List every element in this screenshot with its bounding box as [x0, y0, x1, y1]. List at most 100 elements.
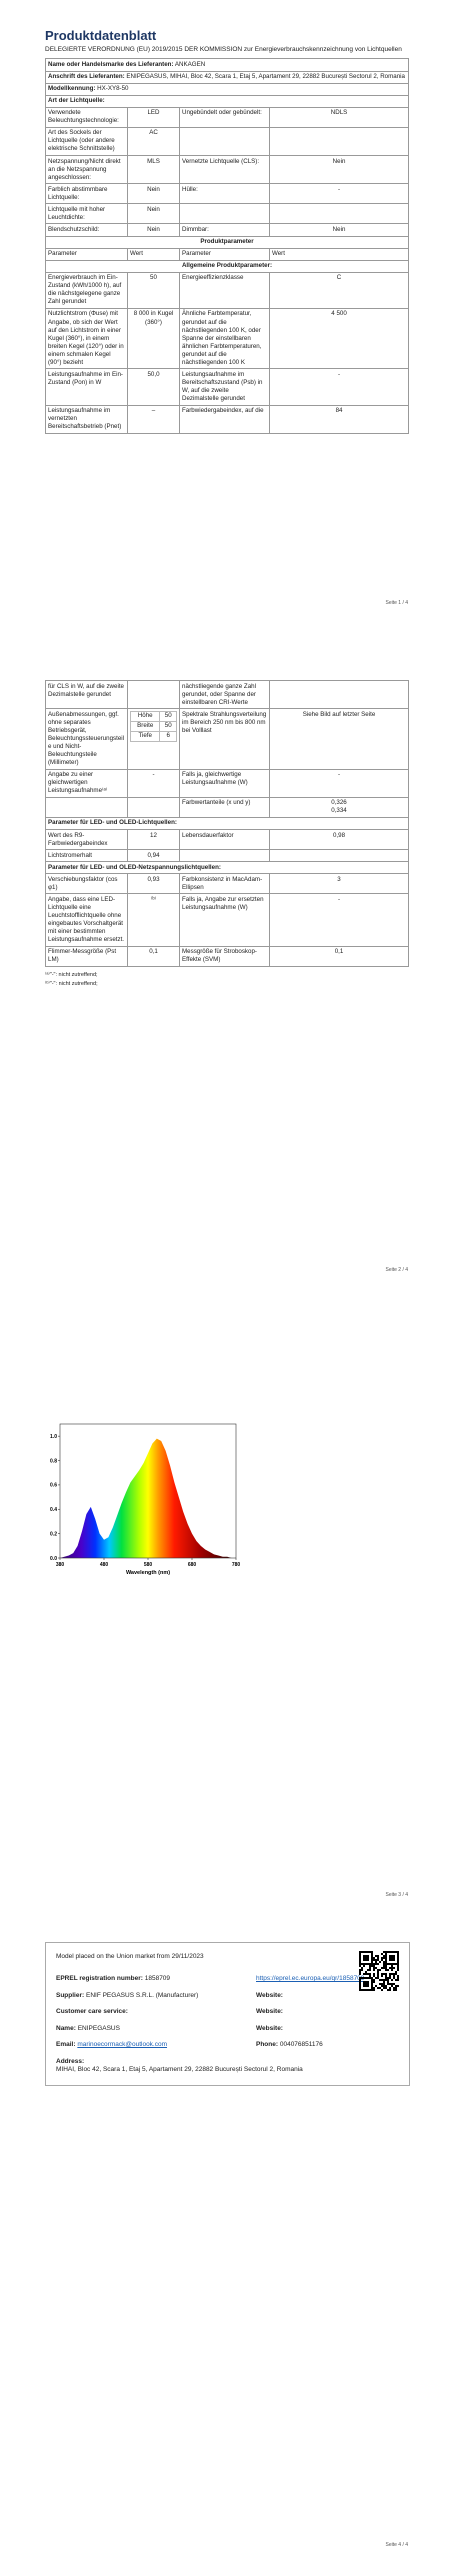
table-cell: Art des Sockels der Lichtquelle (oder an… — [45, 126, 128, 157]
qr-module — [371, 1979, 373, 1981]
page-footer: Seite 2 / 4 — [385, 1267, 408, 1273]
qr-module — [363, 1965, 365, 1967]
info-cell: Name oder Handelsmarke des Lieferanten: … — [44, 58, 410, 72]
qr-module — [379, 1961, 381, 1963]
info-field: EPREL registration number: 1858709 — [56, 1975, 256, 1983]
qr-module — [391, 1983, 393, 1985]
email-link[interactable]: marinoecormack@outlook.com — [77, 2041, 168, 2049]
qr-module — [397, 1951, 399, 1953]
table-cell: Energieverbrauch im Ein-Zustand (kWh/100… — [45, 271, 128, 309]
qr-module — [365, 1973, 367, 1975]
table-cell: AC — [127, 126, 180, 157]
qr-module — [365, 1983, 367, 1985]
qr-module — [397, 1953, 399, 1955]
table-cell: Nutzlichtstrom (Φuse) mit Angabe, ob sic… — [45, 307, 128, 370]
table-cell: Farblich abstimmbare Lichtquelle: — [45, 183, 128, 205]
qr-module — [363, 1959, 365, 1961]
qr-module — [367, 1963, 369, 1965]
qr-module — [375, 1977, 377, 1979]
qr-module — [371, 1965, 373, 1967]
table-cell: 0,93 — [127, 873, 180, 895]
table-row: Angabe, dass eine LED-Lichtquelle eine L… — [45, 893, 409, 947]
qr-module — [359, 1971, 361, 1973]
qr-module — [385, 1961, 387, 1963]
qr-module — [391, 1957, 393, 1959]
info-field: Website: — [256, 2025, 399, 2033]
qr-module — [381, 1983, 383, 1985]
qr-module — [383, 1963, 385, 1965]
qr-module — [393, 1977, 395, 1979]
section-heading: Parameter für LED- und OLED-Netzspannung… — [45, 861, 409, 875]
qr-module — [397, 1955, 399, 1957]
qr-module — [375, 1959, 377, 1961]
qr-module — [383, 1955, 385, 1957]
qr-module — [391, 1973, 393, 1975]
table-cell: Flimmer-Messgröße (Pst LM) — [45, 945, 128, 967]
qr-module — [363, 1973, 365, 1975]
qr-module — [377, 1971, 379, 1973]
qr-module — [389, 1989, 391, 1991]
table-cell: Wert des R9-Farbwiedergabeindex — [45, 828, 128, 851]
page: Produktdatenblatt DELEGIERTE VERORDNUNG … — [0, 0, 452, 640]
table-cell: 4 500 — [268, 307, 410, 370]
page-footer: Seite 1 / 4 — [385, 600, 408, 606]
table-cell: Nein — [127, 183, 180, 205]
table-row: Modellkennung: HX-XY8-50 — [44, 82, 410, 96]
qr-module — [373, 1967, 375, 1969]
title: Produktdatenblatt — [45, 28, 157, 43]
table-row: Nutzlichtstrom (Φuse) mit Angabe, ob sic… — [45, 307, 410, 370]
qr-module — [389, 1955, 391, 1957]
table-cell: Ähnliche Farbtemperatur, gerundet auf di… — [179, 307, 270, 370]
qr-module — [391, 1979, 393, 1981]
table-row: Flimmer-Messgröße (Pst LM) 0,1 Messgröße f… — [45, 945, 409, 967]
qr-module — [367, 1977, 369, 1979]
table-cell: Blendschutzschild: — [45, 223, 128, 237]
qr-module — [375, 1985, 377, 1987]
table-row: Art des Sockels der Lichtquelle (oder an… — [45, 126, 410, 157]
qr-module — [389, 1975, 391, 1977]
qr-module — [393, 1957, 395, 1959]
qr-module — [397, 1965, 399, 1967]
table-cell: 50 — [127, 271, 180, 309]
qr-module — [389, 1957, 391, 1959]
field-label: Name: — [56, 2024, 76, 2032]
footnote: ⁽ᵃ⁾"-": nicht zutreffend; — [45, 971, 98, 978]
qr-module — [385, 1953, 387, 1955]
qr-module — [379, 1983, 381, 1985]
table-cell: Messgröße für Stroboskop-Effekte (SVM) — [179, 945, 270, 967]
qr-module — [365, 1963, 367, 1965]
table-cell: Leistungsaufnahme im Bereitschaftszustan… — [179, 368, 270, 406]
nested-row: Breite 50 — [129, 720, 177, 732]
x-tick-label: 480 — [100, 1562, 109, 1568]
page-content: Produktdatenblatt DELEGIERTE VERORDNUNG … — [44, 28, 410, 434]
info-value: ENIPEGASUS, MIHAI, Bloc 42, Scara 1, Eta… — [126, 73, 405, 80]
qr-module — [389, 1983, 391, 1985]
table-cell: LED — [127, 106, 180, 128]
qr-module — [377, 1955, 379, 1957]
table-cell: Vernetzte Lichtquelle (CLS): — [179, 154, 270, 185]
qr-module — [367, 1985, 369, 1987]
table-row: Energieverbrauch im Ein-Zustand (kWh/100… — [45, 271, 410, 309]
qr-module — [383, 1965, 385, 1967]
qr-module — [397, 1979, 399, 1981]
qr-module — [385, 1985, 387, 1987]
qr-module — [371, 1961, 373, 1963]
table-cell — [268, 126, 410, 157]
table-cell — [179, 203, 270, 225]
table-cell: Außenabmessungen, ggf. ohne separates Be… — [45, 708, 128, 770]
qr-module — [393, 1967, 395, 1969]
qr-module — [369, 1969, 371, 1971]
qr-module — [363, 1955, 365, 1957]
table-cell — [127, 679, 180, 710]
table-cell: Angabe, dass eine LED-Lichtquelle eine L… — [45, 893, 128, 947]
table-cell: Farbkonsistenz in MacAdam-Ellipsen — [179, 873, 270, 895]
spectrum-area — [60, 1438, 236, 1558]
qr-module — [359, 1953, 361, 1955]
qr-module — [397, 1969, 399, 1971]
qr-module — [395, 1987, 397, 1989]
qr-module — [387, 1979, 389, 1981]
eprel-link[interactable]: https://eprel.ec.europa.eu/qr/1858709 — [256, 1975, 365, 1983]
qr-module — [387, 1951, 389, 1953]
info-label: Name oder Handelsmarke des Lieferanten: — [48, 60, 174, 68]
nested-label: Höhe — [129, 710, 161, 722]
